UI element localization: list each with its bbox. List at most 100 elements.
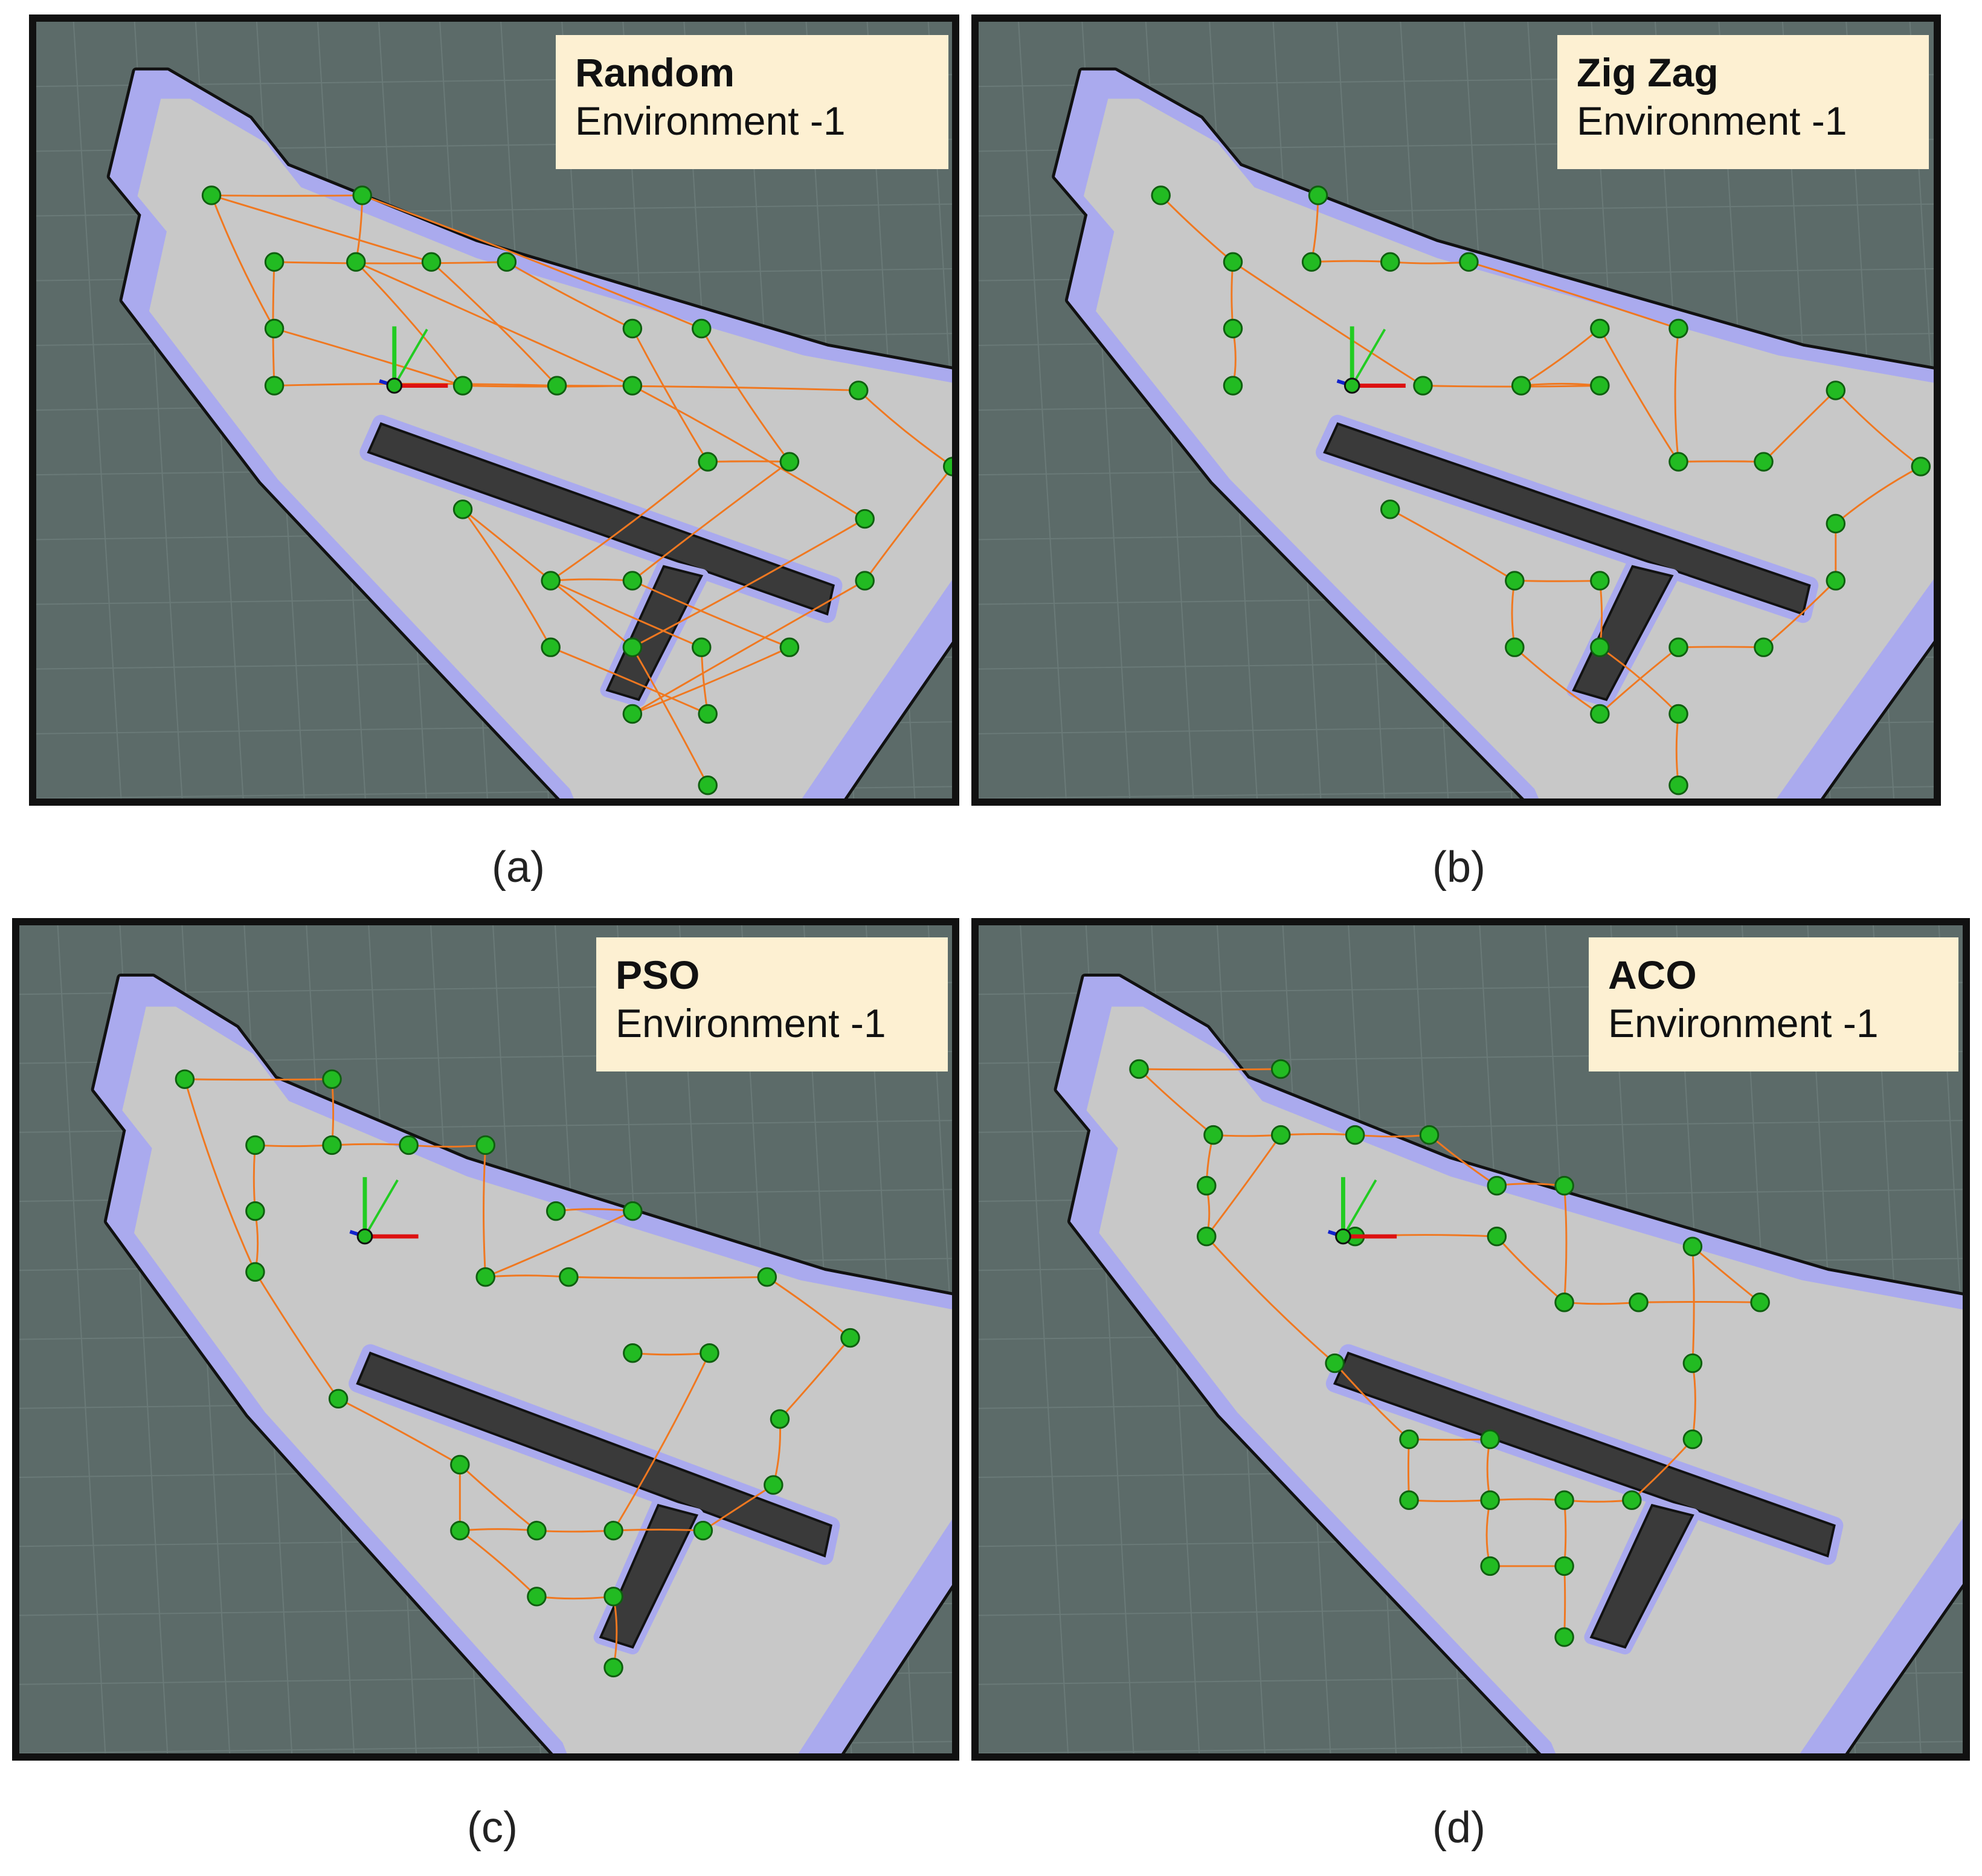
waypoint-marker: [1554, 1293, 1574, 1312]
caption-d: (d): [1432, 1804, 1485, 1852]
waypoint-marker: [201, 185, 222, 205]
waypoint-marker: [698, 704, 718, 724]
waypoint-marker: [1505, 571, 1525, 591]
waypoint-marker: [245, 1135, 265, 1155]
label-box: Random Environment -1: [556, 35, 948, 169]
waypoint-marker: [497, 252, 517, 272]
caption-a: (a): [492, 843, 545, 891]
waypoint-marker: [1629, 1293, 1649, 1312]
waypoint-marker: [1487, 1226, 1507, 1247]
waypoint-marker: [1668, 318, 1688, 339]
waypoint-marker: [1826, 381, 1846, 400]
panel-subtitle: Environment -1: [1577, 98, 1847, 143]
waypoint-marker: [245, 1201, 265, 1221]
waypoint-marker: [1668, 637, 1688, 657]
waypoint-marker: [1203, 1125, 1223, 1145]
waypoint-marker: [264, 318, 285, 339]
waypoint-marker: [475, 1135, 495, 1155]
waypoint-marker: [399, 1135, 419, 1155]
waypoint-marker: [693, 1520, 713, 1541]
map-view: [19, 925, 952, 1753]
waypoint-marker: [1590, 318, 1610, 339]
waypoint-marker: [698, 775, 718, 795]
waypoint-marker: [1590, 571, 1610, 591]
waypoint-marker: [1505, 637, 1525, 657]
waypoint-marker: [1668, 452, 1688, 472]
waypoint-marker: [1380, 500, 1400, 519]
waypoint-marker: [943, 457, 952, 477]
waypoint-marker: [527, 1520, 547, 1541]
panel-aco: ACO Environment -1: [971, 918, 1970, 1761]
waypoint-marker: [545, 1201, 566, 1221]
waypoint-marker: [1223, 376, 1243, 396]
waypoint-marker: [692, 318, 712, 339]
waypoint-marker: [700, 1343, 719, 1363]
waypoint-marker: [622, 637, 643, 657]
waypoint-marker: [328, 1389, 349, 1409]
waypoint-marker: [1380, 252, 1400, 272]
waypoint-marker: [1668, 704, 1688, 724]
waypoint-marker: [475, 1267, 495, 1287]
waypoint-marker: [1668, 775, 1688, 795]
waypoint-marker: [1197, 1175, 1217, 1196]
waypoint-marker: [452, 500, 473, 519]
waypoint-marker: [623, 1343, 643, 1363]
waypoint-marker: [1590, 376, 1610, 396]
robot-pose-axes-icon: [379, 326, 448, 394]
waypoint-marker: [1480, 1429, 1500, 1450]
panel-subtitle: Environment -1: [575, 98, 846, 143]
waypoint-marker: [622, 704, 643, 724]
waypoint-marker: [264, 252, 285, 272]
caption-c: (c): [467, 1804, 518, 1852]
waypoint-marker: [1419, 1125, 1440, 1145]
waypoint-marker: [1399, 1429, 1419, 1450]
waypoint-marker: [541, 571, 561, 591]
waypoint-marker: [547, 376, 567, 396]
waypoint-marker: [1345, 1125, 1365, 1145]
waypoint-marker: [603, 1657, 623, 1678]
waypoint-marker: [770, 1409, 790, 1429]
robot-pose-axes-icon: [1327, 1177, 1397, 1245]
waypoint-marker: [622, 571, 643, 591]
waypoint-marker: [1399, 1490, 1419, 1510]
waypoint-marker: [698, 452, 718, 472]
panel-title: Zig Zag: [1577, 50, 1719, 95]
waypoint-marker: [322, 1069, 342, 1089]
waypoint-marker: [1270, 1125, 1291, 1145]
waypoint-marker: [1413, 376, 1433, 396]
panel-title: PSO: [616, 952, 700, 997]
waypoint-marker: [1223, 252, 1243, 272]
waypoint-marker: [623, 1201, 643, 1221]
panel-subtitle: Environment -1: [1608, 1001, 1879, 1046]
waypoint-marker: [764, 1475, 783, 1495]
waypoint-marker: [1270, 1059, 1291, 1079]
waypoint-marker: [1511, 376, 1531, 396]
waypoint-marker: [1754, 452, 1774, 472]
waypoint-marker: [622, 376, 643, 396]
waypoint-marker: [1554, 1490, 1574, 1510]
waypoint-marker: [421, 252, 442, 272]
waypoint-marker: [264, 376, 285, 396]
panel-random: Random Environment -1: [29, 14, 959, 806]
waypoint-marker: [603, 1520, 623, 1541]
waypoint-marker: [1487, 1175, 1507, 1196]
waypoint-marker: [450, 1454, 470, 1475]
waypoint-marker: [692, 637, 712, 657]
waypoint-marker: [1459, 252, 1479, 272]
waypoint-marker: [1682, 1353, 1703, 1373]
panel-title: ACO: [1608, 952, 1697, 997]
waypoint-marker: [1590, 704, 1610, 724]
waypoint-marker: [346, 252, 366, 272]
waypoint-marker: [1754, 637, 1774, 657]
waypoint-marker: [603, 1587, 623, 1607]
waypoint-marker: [1308, 185, 1328, 205]
waypoint-marker: [1911, 457, 1931, 477]
waypoint-marker: [1325, 1353, 1345, 1373]
waypoint-marker: [1682, 1236, 1703, 1257]
waypoint-marker: [175, 1069, 195, 1089]
waypoint-marker: [1480, 1556, 1500, 1576]
waypoint-marker: [352, 185, 372, 205]
waypoint-marker: [1301, 252, 1322, 272]
waypoint-marker: [245, 1262, 265, 1282]
waypoint-marker: [1826, 571, 1846, 591]
